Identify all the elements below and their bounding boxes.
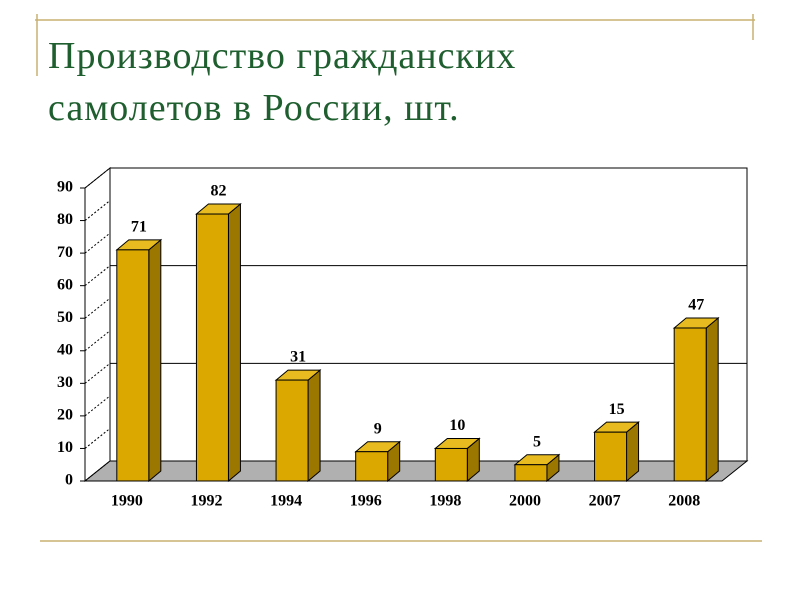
- grid-line: [84, 265, 111, 287]
- side-wall: [84, 166, 111, 483]
- grid-line: [84, 395, 111, 417]
- bar-front: [514, 464, 548, 482]
- bar-front: [434, 447, 468, 482]
- x-tick-label: 1990: [111, 493, 143, 510]
- value-label: 5: [533, 433, 541, 450]
- value-label: 31: [290, 349, 306, 366]
- grid-line: [84, 330, 111, 352]
- value-label: 47: [688, 297, 704, 314]
- y-tick-label: 40: [57, 341, 73, 358]
- bar-front: [673, 327, 707, 482]
- value-label: 10: [449, 417, 465, 434]
- value-label: 71: [131, 219, 147, 236]
- bar: [513, 453, 561, 483]
- y-tick-label: 80: [57, 211, 73, 228]
- x-tick-label: 1994: [270, 493, 302, 510]
- grid-line: [84, 297, 111, 319]
- grid-line: [84, 362, 111, 384]
- bar-front: [594, 431, 628, 482]
- y-tick-label: 20: [57, 407, 73, 424]
- x-tick-label: 1998: [429, 493, 461, 510]
- grid-line: [84, 460, 111, 482]
- bar: [274, 369, 322, 483]
- floor: [83, 460, 749, 482]
- bar-front: [275, 379, 309, 482]
- bar-side: [227, 202, 241, 483]
- x-tick-label: 2008: [668, 493, 700, 510]
- bar: [433, 437, 481, 483]
- bar: [115, 238, 163, 483]
- value-label: 82: [210, 183, 226, 200]
- bar: [593, 421, 640, 483]
- grid-line: [84, 167, 111, 189]
- value-label: 15: [609, 401, 625, 418]
- y-tick-label: 90: [57, 179, 73, 196]
- bar-side: [705, 316, 719, 483]
- y-tick-label: 30: [57, 374, 73, 391]
- y-tick-label: 10: [57, 439, 73, 456]
- bar-side: [148, 238, 162, 483]
- x-tick-label: 2007: [589, 493, 621, 510]
- y-tick-label: 0: [65, 472, 73, 489]
- bar: [195, 202, 242, 483]
- grid-line: [84, 428, 111, 449]
- x-tick-label: 1992: [190, 493, 222, 510]
- y-tick-label: 50: [57, 309, 73, 326]
- x-tick-label: 1996: [350, 493, 382, 510]
- bar-front: [116, 249, 150, 482]
- y-tick-label: 70: [57, 244, 73, 261]
- value-label: 9: [374, 420, 382, 437]
- slide-title: Производство гражданских самолетов в Рос…: [48, 35, 517, 129]
- bar: [672, 316, 720, 483]
- bar-front: [195, 213, 229, 482]
- grid-line: [84, 232, 111, 254]
- bar-side: [307, 369, 321, 483]
- bar: [354, 440, 402, 483]
- grid-line: [84, 200, 111, 221]
- x-tick-label: 2000: [509, 493, 541, 510]
- y-tick-label: 60: [57, 276, 73, 293]
- bar-front: [355, 451, 389, 482]
